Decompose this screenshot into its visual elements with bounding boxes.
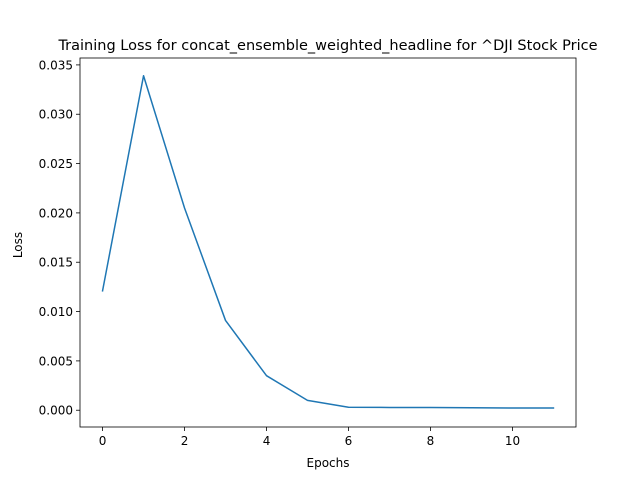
y-tick-label: 0.025 — [39, 157, 73, 171]
x-tick-label: 4 — [263, 434, 271, 448]
y-tick-label: 0.020 — [39, 206, 73, 220]
x-axis-label: Epochs — [307, 456, 350, 470]
y-tick-label: 0.015 — [39, 256, 73, 270]
x-tick-label: 0 — [99, 434, 107, 448]
y-tick-label: 0.035 — [39, 58, 73, 72]
series-line-0 — [101, 75, 555, 409]
chart-title: Training Loss for concat_ensemble_weight… — [57, 38, 597, 54]
plot-area: 0 2 4 6 8 10 0.000 0.005 0.010 0.015 0.020 0.025 0.0… — [39, 57, 577, 448]
y-tick-label: 0.000 — [39, 404, 73, 418]
plot-frame — [79, 57, 577, 428]
x-tick-label: 8 — [427, 434, 435, 448]
x-tick-label: 6 — [345, 434, 353, 448]
y-axis-label: Loss — [11, 232, 25, 258]
y-tick-label: 0.005 — [39, 354, 73, 368]
x-tick-label: 2 — [181, 434, 189, 448]
x-tick-label: 10 — [505, 434, 520, 448]
y-tick-label: 0.010 — [39, 305, 73, 319]
y-tick-label: 0.030 — [39, 108, 73, 122]
